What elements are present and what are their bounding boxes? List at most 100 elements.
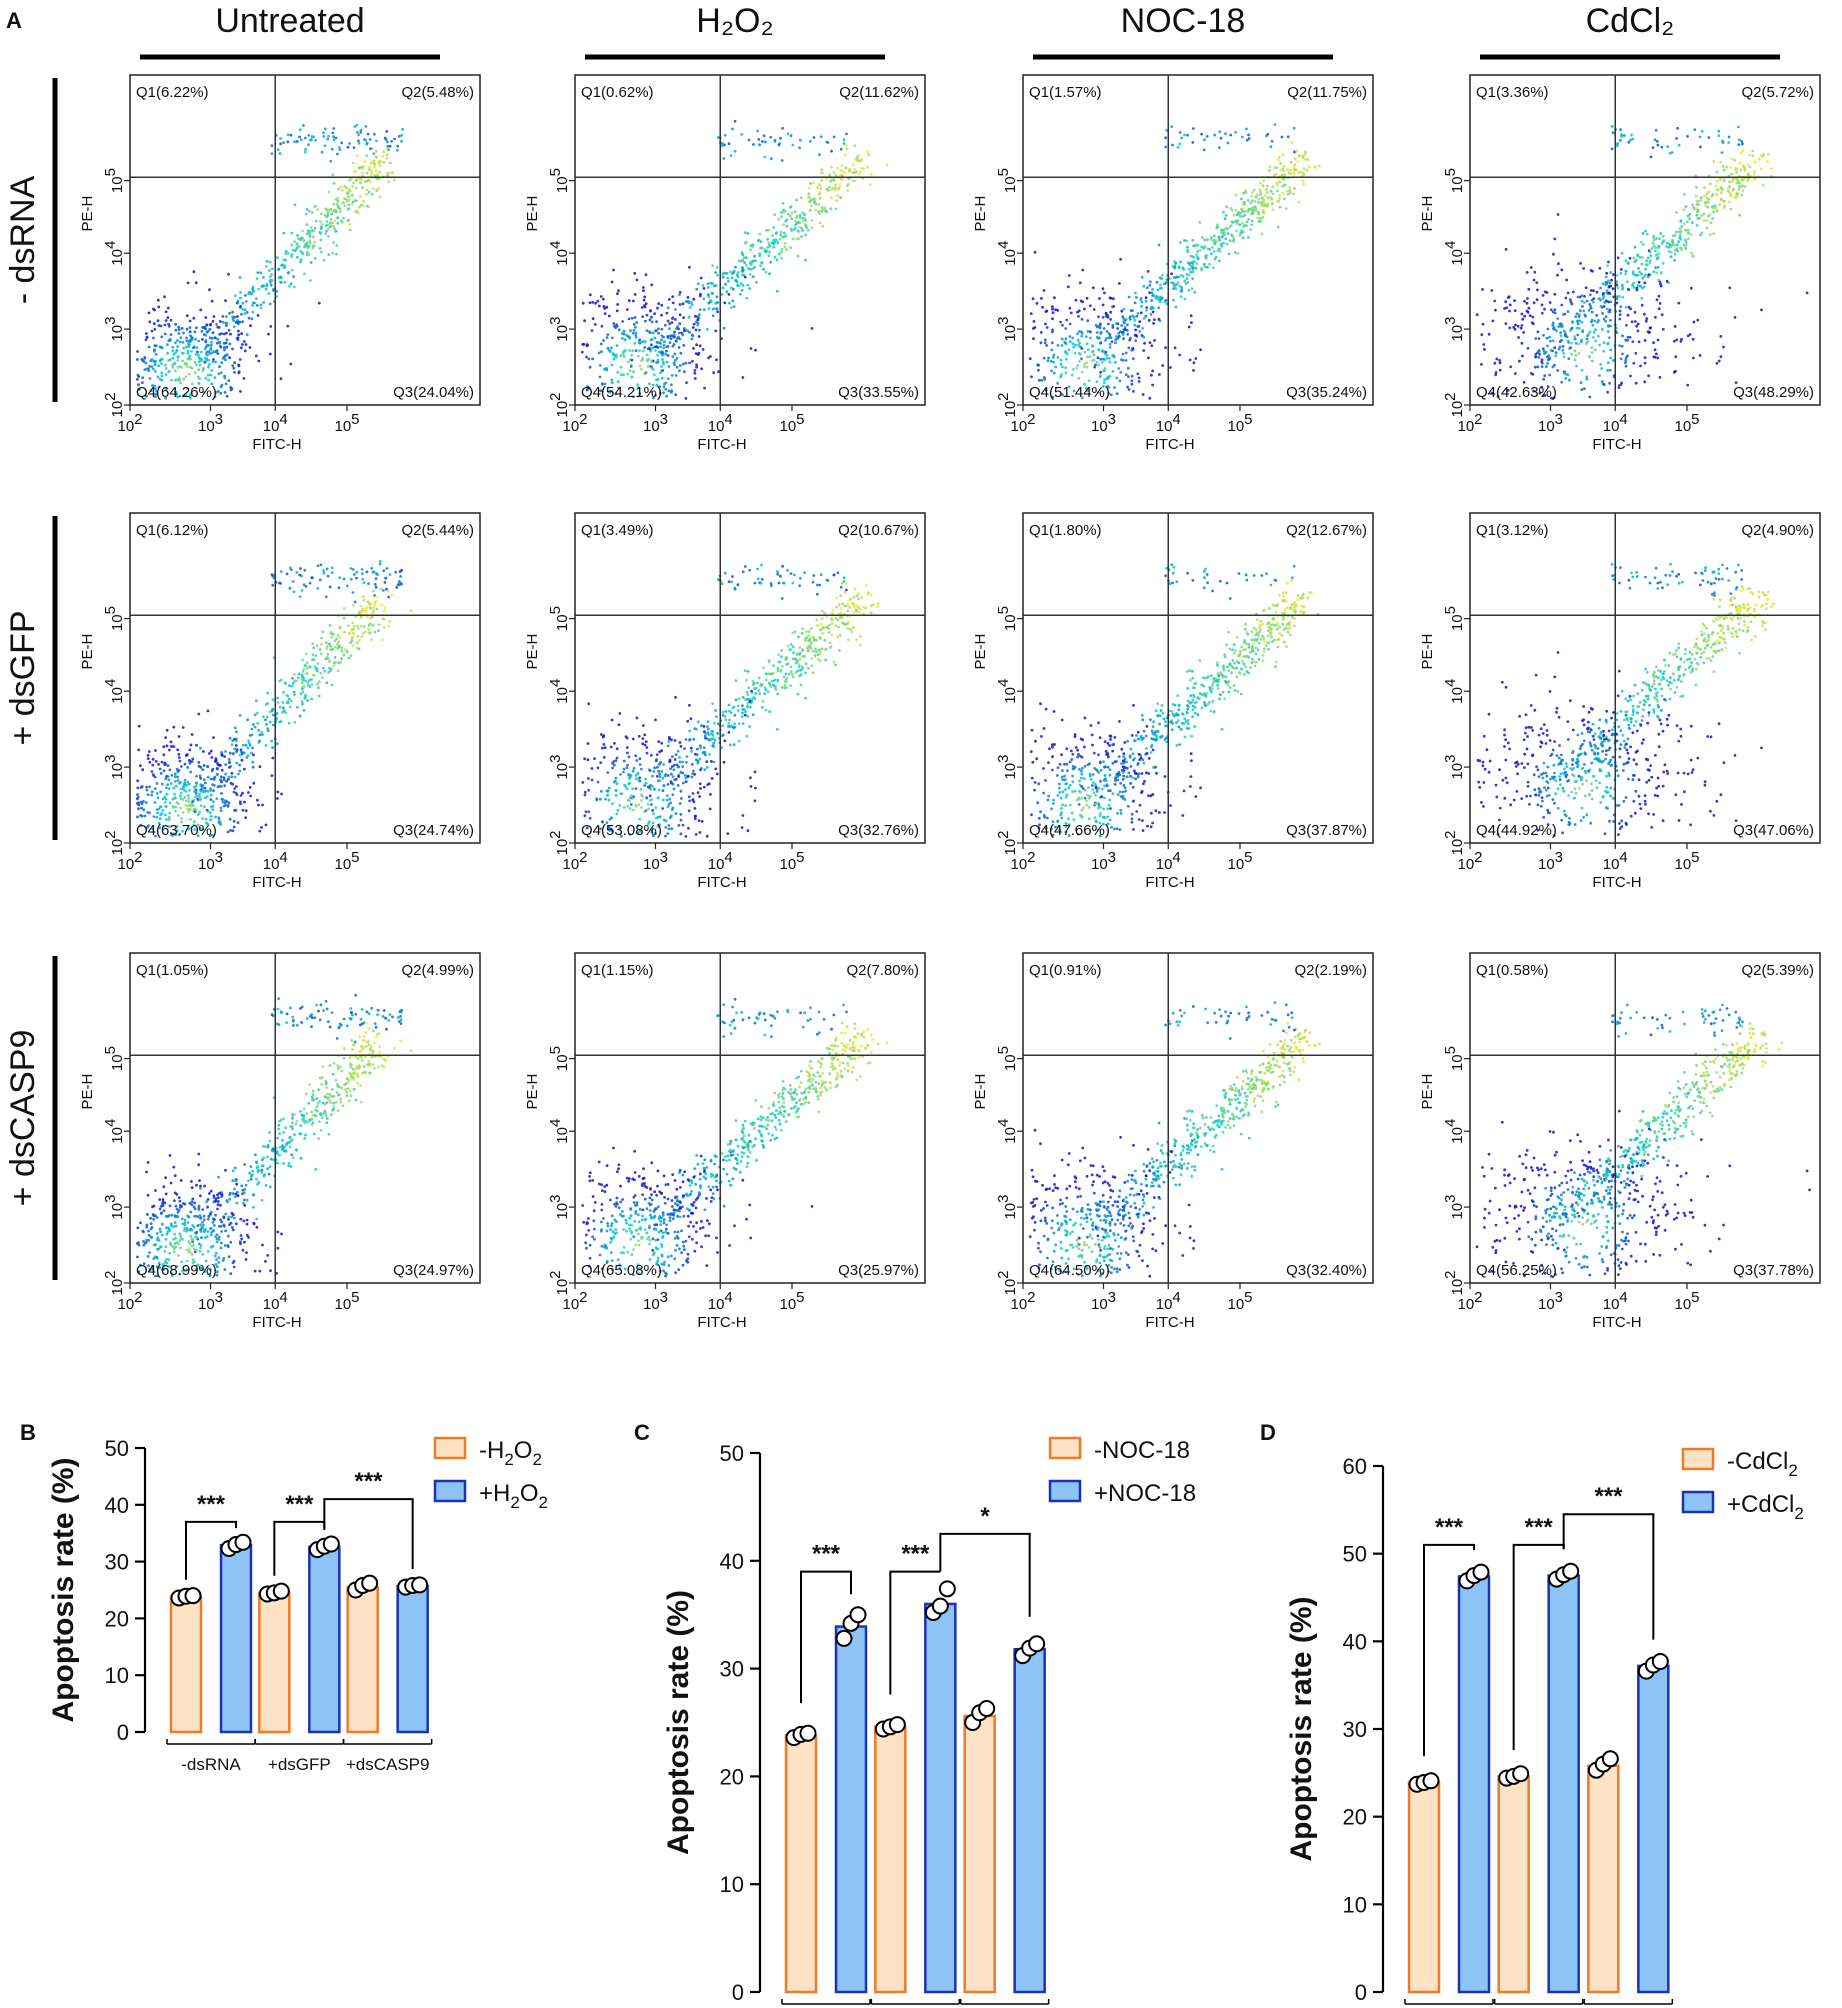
flow-dot xyxy=(296,676,300,680)
flow-dot xyxy=(1265,203,1269,206)
flow-dot xyxy=(845,581,848,585)
flow-dot xyxy=(1109,296,1113,300)
flow-dot xyxy=(791,673,794,676)
flow-dot xyxy=(334,210,338,214)
flow-dot xyxy=(1632,361,1636,365)
flow-dot xyxy=(203,790,206,794)
flow-dot xyxy=(183,789,186,792)
flow-dot xyxy=(660,327,664,331)
flow-dot xyxy=(251,746,255,750)
flow-dot xyxy=(1059,362,1063,366)
flow-dot xyxy=(1546,362,1549,365)
flow-dot xyxy=(359,181,362,185)
flow-dot xyxy=(1138,330,1142,333)
flow-dot xyxy=(298,135,301,139)
flow-dot xyxy=(857,597,860,601)
flow-dot xyxy=(732,271,735,275)
flow-dot xyxy=(188,326,192,329)
flow-dot xyxy=(737,722,741,726)
flow-dot xyxy=(773,255,777,259)
flow-dot xyxy=(632,323,636,326)
flow-dot xyxy=(590,329,594,332)
flow-dot xyxy=(706,720,710,724)
flow-dot xyxy=(630,316,634,320)
y-tick-label: 105 xyxy=(995,168,1019,193)
flow-dot xyxy=(1088,336,1092,340)
flow-dot xyxy=(1292,165,1296,169)
flow-dot xyxy=(1151,310,1155,314)
flow-dot xyxy=(1648,261,1652,265)
flow-dot xyxy=(846,184,849,188)
flow-dot xyxy=(276,696,280,700)
flow-dot xyxy=(1557,262,1560,265)
flow-dot xyxy=(372,589,375,593)
flow-dot xyxy=(225,338,229,342)
flow-dot xyxy=(649,309,652,313)
flow-dot xyxy=(1145,306,1149,310)
flow-dot xyxy=(1611,131,1615,135)
flow-dot xyxy=(1185,273,1189,276)
flow-dot xyxy=(186,349,190,353)
flow-dot xyxy=(1557,347,1561,351)
flow-dot xyxy=(1097,348,1101,352)
flow-dot xyxy=(839,147,843,151)
flow-dot xyxy=(260,826,263,829)
flow-dot xyxy=(1059,320,1062,324)
flow-dot xyxy=(632,370,635,374)
flow-dot xyxy=(367,628,371,631)
flow-dot xyxy=(144,332,148,335)
flow-dot xyxy=(231,347,234,351)
flow-dot xyxy=(306,698,309,702)
flow-dot xyxy=(711,264,714,267)
flow-dot xyxy=(784,234,788,238)
flow-dot xyxy=(226,830,230,834)
flow-dot xyxy=(136,786,140,790)
flow-dot xyxy=(1191,266,1195,270)
flow-dot xyxy=(340,219,343,223)
flow-dot xyxy=(1582,267,1585,270)
flow-dot xyxy=(1734,167,1738,170)
flow-dot xyxy=(1680,225,1684,228)
flow-dot xyxy=(1049,359,1053,363)
flow-dot xyxy=(1240,207,1243,211)
flow-dot xyxy=(1086,329,1090,333)
flow-dot xyxy=(1624,272,1628,276)
flow-dot xyxy=(136,350,139,353)
flow-dot xyxy=(741,814,745,817)
flow-dot xyxy=(243,308,247,312)
flow-dot xyxy=(365,570,369,574)
flow-dot xyxy=(342,216,345,220)
flow-dot xyxy=(760,261,764,265)
flow-dot xyxy=(760,563,763,567)
flow-dot xyxy=(190,349,193,353)
flow-dot xyxy=(1127,295,1131,299)
flow-dot xyxy=(688,703,691,707)
flow-dot xyxy=(711,730,715,733)
flow-dot xyxy=(228,817,232,821)
flow-dot xyxy=(853,167,857,171)
flow-dot xyxy=(1649,326,1653,329)
flow-dot xyxy=(181,359,185,363)
flow-dot xyxy=(185,327,189,331)
flow-dot xyxy=(857,592,861,595)
flow-dot xyxy=(1634,351,1638,355)
flow-dot xyxy=(245,333,249,337)
flow-dot xyxy=(796,692,800,696)
flow-dot xyxy=(635,278,639,282)
flow-dot xyxy=(372,570,376,574)
flow-dot xyxy=(804,662,808,666)
flow-dot xyxy=(211,319,215,323)
flow-dot xyxy=(714,767,718,771)
flow-dot xyxy=(270,273,273,276)
flow-dot xyxy=(1297,154,1301,158)
flow-dot xyxy=(1602,341,1606,345)
flow-dot xyxy=(261,715,265,718)
flow-dot xyxy=(315,644,319,648)
flow-dot xyxy=(138,388,141,391)
flow-dot xyxy=(1250,199,1254,203)
flow-dot xyxy=(160,362,163,365)
flow-dot xyxy=(232,819,236,823)
flow-dot xyxy=(1567,341,1571,344)
flow-dot xyxy=(139,764,142,768)
flow-dot xyxy=(1728,200,1731,204)
